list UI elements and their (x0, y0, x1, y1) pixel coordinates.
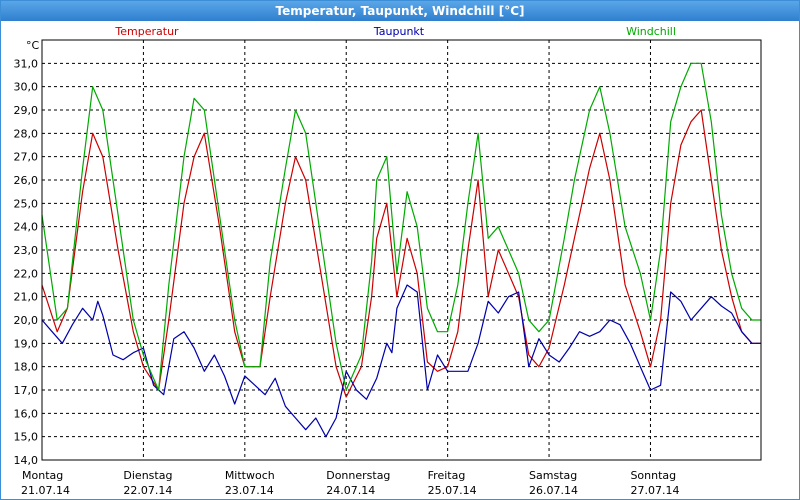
y-tick-labels: 14,0 15,0 16,0 17,0 18,0 19,0 20,0 21,0 22,0 23,0… (14, 57, 39, 467)
grid (42, 40, 761, 460)
y-tick-label: 24,0 (14, 221, 39, 234)
window-title: Temperatur, Taupunkt, Windchill [°C] (1, 1, 799, 21)
y-tick-label: 20,0 (14, 314, 39, 327)
y-tick-label: 15,0 (14, 431, 39, 444)
y-tick-label: 14,0 (14, 454, 39, 467)
y-tick-label: 30,0 (14, 81, 39, 94)
y-tick-label: 16,0 (14, 407, 39, 420)
x-tick-day: Mittwoch (225, 469, 275, 482)
y-tick-label: 22,0 (14, 267, 39, 280)
x-tick-date: 24.07.14 (326, 484, 375, 497)
y-tick-label: 21,0 (14, 291, 39, 304)
x-tick-day: Samstag (529, 469, 577, 482)
y-tick-label: 25,0 (14, 197, 39, 210)
x-tick-labels: Montag 21.07.14 Dienstag 22.07.14 Mittwoch 23… (21, 469, 679, 497)
legend-temperatur: Temperatur (114, 25, 179, 38)
x-tick-day: Dienstag (123, 469, 172, 482)
x-tick-day: Montag (22, 469, 63, 482)
series-line-taupunkt (41, 284, 761, 438)
x-tick-day: Freitag (428, 469, 466, 482)
plot-area-border (41, 39, 762, 461)
x-tick-day: Sonntag (630, 469, 676, 482)
y-tick-label: 31,0 (14, 57, 39, 70)
y-axis-label: °C (26, 39, 40, 52)
y-tick-label: 19,0 (14, 337, 39, 350)
x-tick-date: 23.07.14 (225, 484, 274, 497)
y-tick-label: 18,0 (14, 361, 39, 374)
x-tick-day: Donnerstag (326, 469, 390, 482)
x-tick-date: 22.07.14 (123, 484, 172, 497)
x-tick-date: 27.07.14 (630, 484, 679, 497)
x-tick-date: 26.07.14 (529, 484, 578, 497)
y-tick-label: 27,0 (14, 151, 39, 164)
y-tick-label: 29,0 (14, 104, 39, 117)
y-tick-label: 23,0 (14, 244, 39, 257)
series-line-windchill (41, 62, 761, 391)
series-lines (41, 62, 761, 438)
y-tick-label: 28,0 (14, 127, 39, 140)
legend-taupunkt: Taupunkt (373, 25, 425, 38)
y-tick-label: 26,0 (14, 174, 39, 187)
series-line-temperatur (41, 109, 761, 398)
y-tick-label: 17,0 (14, 384, 39, 397)
x-tick-date: 25.07.14 (428, 484, 477, 497)
x-tick-date: 21.07.14 (21, 484, 70, 497)
legend-windchill: Windchill (626, 25, 676, 38)
